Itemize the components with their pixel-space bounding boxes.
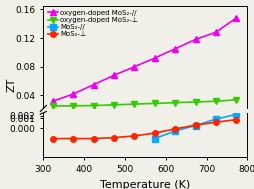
oxygen-doped MoS₂-// (234, 17, 237, 19)
oxygen-doped MoS₂-⊥ (51, 104, 54, 106)
oxygen-doped MoS₂-⊥ (132, 103, 135, 106)
oxygen-doped MoS₂-⊥ (92, 104, 95, 107)
Line: oxygen-doped MoS₂-//: oxygen-doped MoS₂-// (50, 15, 238, 104)
oxygen-doped MoS₂-// (173, 98, 176, 100)
oxygen-doped MoS₂-⊥ (112, 104, 115, 106)
MoS₂-⊥ (51, 137, 54, 140)
oxygen-doped MoS₂-// (132, 66, 135, 68)
MoS₂-⊥ (92, 137, 95, 140)
oxygen-doped MoS₂-// (193, 97, 196, 100)
oxygen-doped MoS₂-// (153, 98, 156, 101)
Legend: oxygen-doped MoS₂-//, oxygen-doped MoS₂-⊥, MoS₂-//, MoS₂-⊥: oxygen-doped MoS₂-//, oxygen-doped MoS₂-… (47, 9, 138, 38)
MoS₂-⊥ (173, 128, 176, 130)
Line: oxygen-doped MoS₂-//: oxygen-doped MoS₂-// (50, 95, 238, 107)
oxygen-doped MoS₂-⊥ (153, 103, 156, 105)
oxygen-doped MoS₂-⊥ (132, 103, 135, 105)
oxygen-doped MoS₂-⊥ (234, 103, 237, 105)
oxygen-doped MoS₂-// (92, 84, 95, 86)
oxygen-doped MoS₂-⊥ (153, 102, 156, 105)
MoS₂-⊥ (132, 135, 135, 137)
oxygen-doped MoS₂-// (51, 100, 54, 102)
oxygen-doped MoS₂-// (112, 100, 115, 102)
oxygen-doped MoS₂-// (51, 103, 54, 105)
oxygen-doped MoS₂-⊥ (92, 104, 95, 106)
MoS₂-// (193, 124, 196, 127)
oxygen-doped MoS₂-// (214, 31, 217, 33)
oxygen-doped MoS₂-⊥ (193, 101, 196, 103)
oxygen-doped MoS₂-// (112, 74, 115, 77)
MoS₂-// (153, 137, 156, 140)
oxygen-doped MoS₂-⊥ (173, 103, 176, 105)
MoS₂-⊥ (153, 132, 156, 134)
oxygen-doped MoS₂-⊥ (173, 101, 176, 104)
oxygen-doped MoS₂-⊥ (71, 105, 74, 107)
oxygen-doped MoS₂-⊥ (214, 103, 217, 105)
oxygen-doped MoS₂-// (71, 93, 74, 95)
MoS₂-⊥ (71, 137, 74, 140)
Line: oxygen-doped MoS₂-⊥: oxygen-doped MoS₂-⊥ (50, 101, 238, 108)
oxygen-doped MoS₂-// (92, 101, 95, 103)
oxygen-doped MoS₂-// (71, 102, 74, 104)
Line: MoS₂-⊥: MoS₂-⊥ (50, 117, 238, 141)
oxygen-doped MoS₂-// (214, 97, 217, 99)
oxygen-doped MoS₂-// (234, 96, 237, 99)
oxygen-doped MoS₂-⊥ (51, 105, 54, 107)
MoS₂-⊥ (214, 121, 217, 123)
MoS₂-// (214, 118, 217, 120)
Line: MoS₂-//: MoS₂-// (151, 112, 238, 141)
oxygen-doped MoS₂-⊥ (71, 104, 74, 106)
MoS₂-// (234, 113, 237, 115)
Text: ZT: ZT (6, 78, 16, 92)
oxygen-doped MoS₂-// (173, 48, 176, 50)
oxygen-doped MoS₂-// (132, 99, 135, 101)
oxygen-doped MoS₂-⊥ (214, 100, 217, 102)
MoS₂-⊥ (193, 124, 196, 126)
oxygen-doped MoS₂-⊥ (112, 104, 115, 106)
oxygen-doped MoS₂-⊥ (193, 103, 196, 105)
MoS₂-⊥ (234, 119, 237, 121)
MoS₂-⊥ (112, 136, 115, 139)
X-axis label: Temperature (K): Temperature (K) (100, 180, 190, 189)
Line: oxygen-doped MoS₂-⊥: oxygen-doped MoS₂-⊥ (50, 97, 238, 109)
oxygen-doped MoS₂-// (153, 57, 156, 59)
oxygen-doped MoS₂-⊥ (234, 99, 237, 101)
oxygen-doped MoS₂-// (193, 38, 196, 41)
MoS₂-// (173, 130, 176, 132)
